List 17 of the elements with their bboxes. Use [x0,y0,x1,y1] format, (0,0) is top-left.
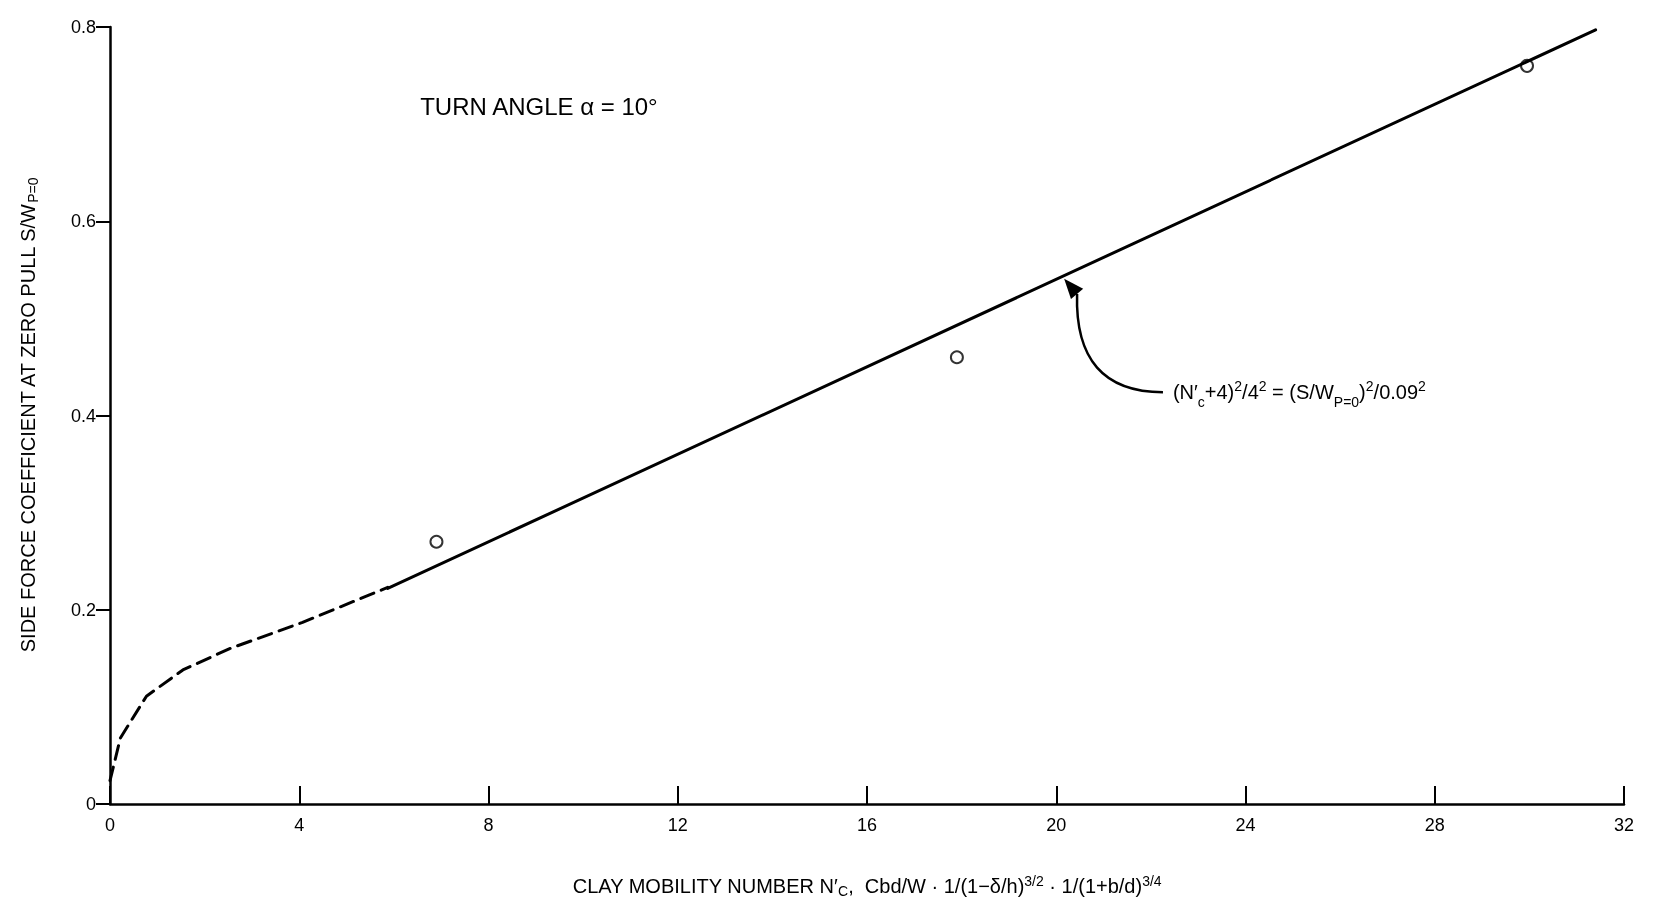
x-tick-label: 24 [1235,815,1256,835]
y-tick-label: 0.2 [70,599,96,620]
x-tick-label: 4 [294,815,305,835]
x-tick-label: 20 [1046,815,1067,835]
annotation: TURN ANGLE α = 10° [420,93,658,121]
y-tick-label: 0.6 [70,211,96,232]
x-tick-label: 12 [667,815,688,835]
y-tick-label: 0 [85,794,96,814]
x-tick-label: 32 [1613,815,1635,835]
x-tick-label: 0 [104,815,116,835]
y-tick-label: 0.8 [70,17,96,37]
text: (N′$_{c}$+4)$^{2}$/4$^{2}$ = (S/W$_{P=0}$)$^{2}$/0.09$^{2}$ [1172,378,1426,411]
x-tick-label: 8 [483,815,494,835]
x-tick-label: 28 [1424,815,1445,835]
y-axis-title: SIDE FORCE COEFFICIENT AT ZERO PULL S/WP=0 [17,177,41,653]
y-tick-label: 0.4 [70,405,96,426]
x-tick-label: 16 [856,815,878,835]
